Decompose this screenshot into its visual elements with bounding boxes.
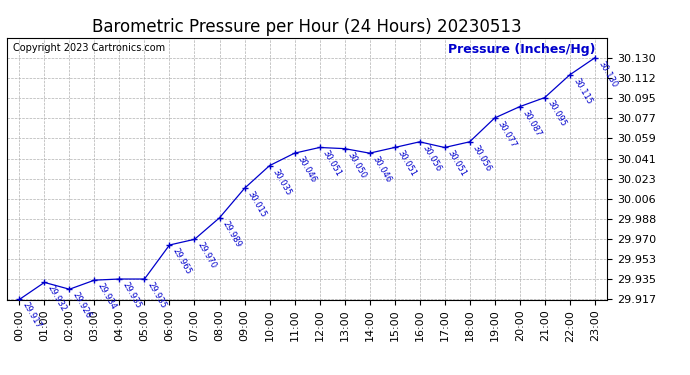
Text: 30.046: 30.046 (371, 154, 393, 184)
Text: 29.932: 29.932 (46, 284, 68, 314)
Title: Barometric Pressure per Hour (24 Hours) 20230513: Barometric Pressure per Hour (24 Hours) … (92, 18, 522, 36)
Text: 30.115: 30.115 (571, 76, 593, 106)
Text: 29.917: 29.917 (21, 301, 43, 330)
Text: 30.077: 30.077 (496, 119, 518, 149)
Text: 30.087: 30.087 (521, 108, 544, 138)
Text: 29.970: 29.970 (196, 241, 218, 270)
Text: Copyright 2023 Cartronics.com: Copyright 2023 Cartronics.com (13, 43, 165, 53)
Text: 30.130: 30.130 (596, 59, 618, 89)
Text: 29.935: 29.935 (146, 280, 168, 310)
Text: 29.989: 29.989 (221, 219, 243, 249)
Text: 30.056: 30.056 (471, 143, 493, 173)
Text: 30.015: 30.015 (246, 190, 268, 219)
Text: 30.051: 30.051 (446, 149, 469, 178)
Text: 29.934: 29.934 (96, 282, 118, 311)
Text: 30.095: 30.095 (546, 99, 569, 129)
Text: 29.965: 29.965 (171, 246, 193, 276)
Text: 30.035: 30.035 (271, 167, 293, 197)
Text: 30.051: 30.051 (321, 149, 343, 178)
Text: 30.050: 30.050 (346, 150, 368, 180)
Text: 30.056: 30.056 (421, 143, 444, 173)
Text: 29.926: 29.926 (71, 291, 93, 320)
Text: Pressure (Inches/Hg): Pressure (Inches/Hg) (448, 43, 595, 56)
Text: 30.046: 30.046 (296, 154, 318, 184)
Text: 30.051: 30.051 (396, 149, 418, 178)
Text: 29.935: 29.935 (121, 280, 143, 310)
